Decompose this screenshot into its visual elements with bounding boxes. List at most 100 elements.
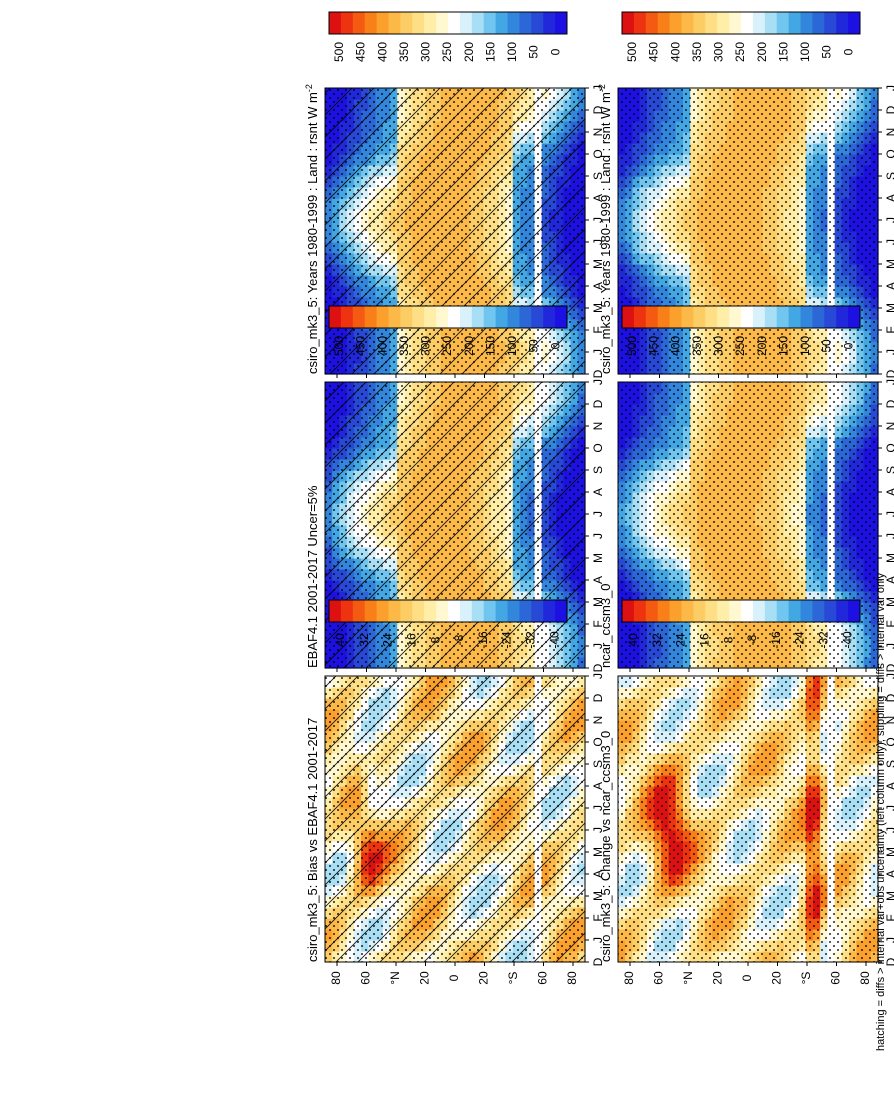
month-label: A — [884, 576, 894, 584]
colorbar-label: 500 — [625, 42, 639, 62]
month-label: M — [591, 259, 605, 269]
colorbar-label: 100 — [798, 42, 812, 62]
colorbar-label: 200 — [755, 42, 769, 62]
month-label: O — [591, 149, 605, 158]
month-label: A — [591, 488, 605, 496]
month-label: M — [591, 597, 605, 607]
month-label: F — [884, 326, 894, 333]
panel-title: csiro_mk3_5: Years 1980-1999 : Land : rs… — [597, 84, 613, 374]
colorbar-label: 300 — [419, 336, 433, 356]
colorbar-label: 300 — [712, 336, 726, 356]
month-label: N — [591, 128, 605, 137]
colorbar-swatch — [788, 12, 801, 34]
colorbar-label: 200 — [462, 42, 476, 62]
colorbar-label: 200 — [462, 336, 476, 356]
colorbar-p1: 500 450 400 350 300 250 200 150 100 50 0 — [328, 11, 568, 62]
month-label: S — [591, 172, 605, 180]
colorbar-swatch — [555, 306, 568, 328]
colorbar-swatch — [669, 12, 682, 34]
colorbar-swatch — [812, 306, 825, 328]
colorbar-swatch — [329, 306, 342, 328]
colorbar-frame — [328, 11, 568, 35]
colorbar-label: 400 — [375, 336, 389, 356]
colorbar-swatch — [519, 12, 532, 34]
colorbar-swatch — [705, 306, 718, 328]
colorbar-swatch — [681, 306, 694, 328]
month-label: M — [884, 259, 894, 269]
month-label: M — [884, 597, 894, 607]
colorbar-swatch — [448, 12, 461, 34]
month-label: N — [591, 422, 605, 431]
colorbar-swatch — [459, 306, 473, 328]
colorbar-swatch — [364, 306, 377, 328]
colorbar-label: 100 — [505, 336, 519, 356]
colorbar-label: 200 — [755, 336, 769, 356]
panel-title: EBAF4.1 2001-2017 Uncer=5% — [305, 485, 320, 668]
colorbar-label: 50 — [527, 339, 541, 353]
month-label: J — [591, 239, 605, 245]
month-label: M — [591, 303, 605, 313]
colorbar-label: 450 — [354, 336, 368, 356]
colorbar-swatch — [376, 12, 389, 34]
panels-layer: DJFMAMJJASONDJ8060°N20020°S6080csiro_mk3… — [304, 11, 894, 985]
month-label: D — [591, 399, 605, 408]
month-label: M — [884, 553, 894, 563]
colorbar-label: 450 — [354, 42, 368, 62]
colorbar-swatch — [633, 12, 647, 34]
colorbar-label: 400 — [668, 42, 682, 62]
colorbar-swatch — [681, 12, 694, 34]
colorbar-swatch — [424, 12, 437, 34]
colorbar-swatch — [764, 12, 778, 34]
colorbar-swatch — [705, 12, 718, 34]
month-label: J — [591, 533, 605, 539]
colorbar-swatch — [436, 306, 449, 328]
month-label: D — [591, 369, 605, 378]
colorbar-label: 350 — [397, 42, 411, 62]
month-label: J — [884, 379, 894, 385]
colorbar-p4: 500 450 400 350 300 250 200 150 100 50 0 — [621, 305, 861, 356]
month-label: J — [591, 511, 605, 517]
month-label: J — [884, 533, 894, 539]
colorbar-frame — [328, 305, 568, 329]
colorbar-swatch — [848, 12, 861, 34]
month-label: A — [884, 194, 894, 202]
month-label: S — [591, 466, 605, 474]
colorbar-swatch — [657, 12, 670, 34]
colorbar-swatch — [657, 306, 670, 328]
month-label: D — [884, 663, 894, 672]
month-label: J — [591, 643, 605, 649]
month-label: D — [884, 369, 894, 378]
colorbar-label: 500 — [332, 336, 346, 356]
month-label: A — [884, 282, 894, 290]
colorbar-label: 250 — [440, 336, 454, 356]
colorbar-swatch — [412, 12, 425, 34]
colorbar-swatch — [824, 12, 837, 34]
colorbar-swatch — [471, 12, 485, 34]
colorbar-label: 300 — [712, 42, 726, 62]
colorbar-swatch — [622, 306, 635, 328]
month-label: J — [884, 349, 894, 355]
colorbar-swatch — [836, 12, 849, 34]
colorbar-label: 50 — [527, 45, 541, 59]
colorbar-swatch — [471, 306, 485, 328]
panel-title: csiro_mk3_5: Years 1980-1999 : Land : rs… — [304, 84, 320, 374]
colorbar-label: 150 — [776, 336, 790, 356]
colorbar-frame — [621, 305, 861, 329]
month-label: A — [591, 194, 605, 202]
month-label: A — [591, 282, 605, 290]
month-label: A — [884, 488, 894, 496]
colorbar-swatch — [800, 12, 813, 34]
colorbar-swatch — [448, 306, 461, 328]
colorbar-swatch — [400, 306, 413, 328]
colorbar-swatch — [400, 12, 413, 34]
colorbar-swatch — [752, 306, 766, 328]
colorbar-swatch — [412, 306, 425, 328]
month-label: S — [884, 466, 894, 474]
panel-title: ncar_ccsm3_0 — [598, 583, 613, 668]
colorbar-swatch — [800, 306, 813, 328]
month-label: F — [591, 326, 605, 333]
colorbar-swatch — [531, 306, 544, 328]
month-label: J — [884, 239, 894, 245]
